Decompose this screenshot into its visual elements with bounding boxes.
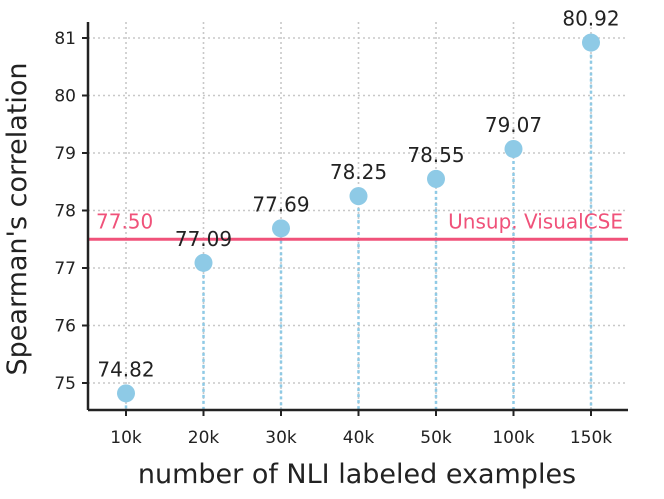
drop-lines: [124, 42, 593, 410]
data-point: [582, 33, 600, 52]
data-label: 80.92: [562, 7, 619, 31]
y-tick-label: 77: [54, 259, 76, 279]
reference-line-group: 77.50 Unsup. VisualCSE: [88, 209, 628, 241]
x-axis-title: number of NLI labeled examples: [138, 459, 576, 490]
x-tick-label: 100k: [492, 428, 534, 448]
x-tick-label: 40k: [343, 428, 375, 448]
data-point: [194, 253, 213, 272]
data-point: [272, 219, 290, 238]
data-point: [117, 384, 135, 403]
data-label: 78.25: [330, 160, 387, 184]
data-labels: 74.82 77.09 77.69 78.25 78.55 79.07 80.92: [97, 7, 619, 382]
data-point: [349, 187, 368, 206]
reference-line-label: Unsup. VisualCSE: [448, 209, 623, 233]
axes: [82, 22, 628, 416]
x-tick-label: 50k: [420, 428, 452, 448]
data-point: [427, 169, 445, 188]
data-label: 74.82: [97, 357, 154, 381]
y-tick-label: 80: [54, 87, 76, 107]
x-tick-label: 20k: [188, 428, 220, 448]
y-tick-label: 78: [54, 202, 76, 222]
y-tick-label: 75: [54, 374, 76, 394]
data-label: 77.09: [175, 227, 232, 251]
data-label: 78.55: [407, 143, 464, 167]
x-tick-label: 10k: [110, 428, 142, 448]
data-points: [117, 33, 600, 403]
y-tick-labels: 75 76 77 78 79 80 81: [54, 29, 76, 394]
data-label: 79.07: [485, 113, 542, 137]
x-tick-labels: 10k 20k 30k 40k 50k 100k 150k: [110, 428, 612, 448]
y-tick-label: 76: [54, 317, 76, 337]
grid: [88, 22, 628, 410]
x-tick-label: 150k: [570, 428, 612, 448]
y-tick-label: 81: [54, 29, 76, 49]
data-point: [504, 139, 523, 158]
y-axis-title: Spearman's correlation: [2, 63, 33, 376]
y-tick-label: 79: [54, 144, 76, 164]
data-label: 77.69: [252, 192, 309, 216]
x-tick-label: 30k: [265, 428, 297, 448]
reference-value-label: 77.50: [96, 209, 153, 233]
